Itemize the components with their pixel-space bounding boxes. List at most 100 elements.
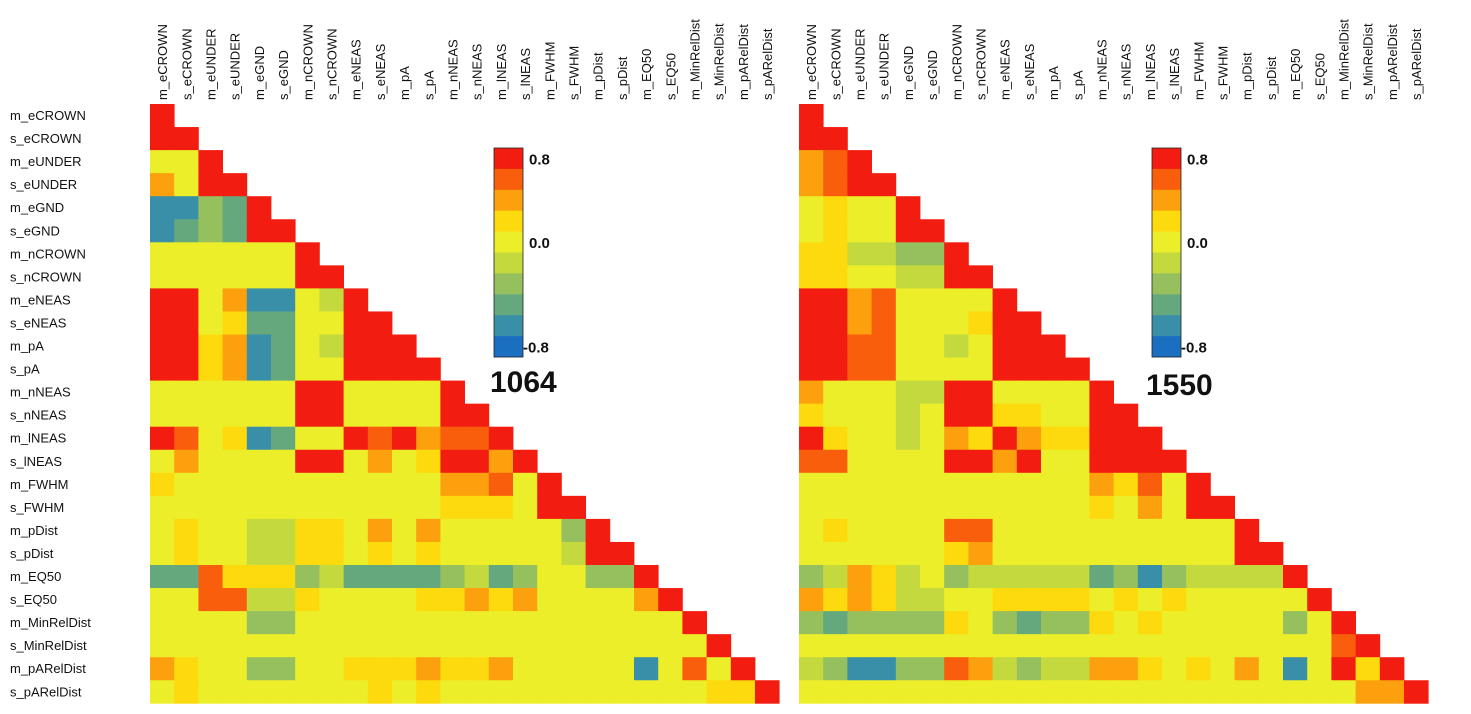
heatmap-cell <box>944 288 969 312</box>
heatmap-cell <box>367 403 393 428</box>
row-label: m_EQ50 <box>10 569 61 584</box>
heatmap-cell <box>920 472 945 497</box>
heatmap-cell <box>246 242 272 266</box>
heatmap-cell <box>847 196 872 220</box>
heatmap-cell <box>1331 680 1356 704</box>
heatmap-cell <box>246 311 272 335</box>
heatmap-cell <box>1065 357 1090 381</box>
heatmap-cell <box>150 495 175 520</box>
heatmap-cell <box>799 518 824 543</box>
heatmap-cell <box>150 634 175 658</box>
legend-tick-label: 0.8 <box>1187 151 1208 168</box>
heatmap-cell <box>537 472 562 497</box>
heatmap-cell <box>367 495 393 520</box>
legend-swatch <box>1152 189 1181 211</box>
legend-swatch <box>494 294 523 316</box>
heatmap-cell <box>634 657 659 681</box>
heatmap-cell <box>1041 426 1066 451</box>
heatmap-cell <box>222 219 248 243</box>
heatmap-cell <box>944 265 969 289</box>
column-label: m_pARelDist <box>1385 24 1400 100</box>
row-label: s_EQ50 <box>10 592 57 607</box>
heatmap-cell <box>198 173 223 197</box>
legend-swatch <box>1152 168 1181 191</box>
heatmap-cell <box>488 449 514 474</box>
heatmap-cell <box>416 657 441 681</box>
column-label: s_eUNDER <box>228 33 243 100</box>
heatmap-cell <box>1089 680 1114 704</box>
heatmap-cell <box>895 403 921 428</box>
heatmap-cell <box>1016 403 1042 428</box>
heatmap-cell <box>198 426 223 451</box>
heatmap-cell <box>847 565 872 589</box>
heatmap-cell <box>222 357 248 381</box>
heatmap-cell <box>920 219 945 243</box>
heatmap-cell <box>295 265 320 289</box>
heatmap-cell <box>150 242 175 266</box>
heatmap-cell <box>392 403 417 428</box>
heatmap-cell <box>847 541 872 566</box>
legend-tick-label: -0.8 <box>523 340 549 357</box>
heatmap-cell <box>706 680 732 704</box>
heatmap-cell <box>174 611 199 635</box>
heatmap-cell <box>392 357 417 381</box>
heatmap-cell <box>198 403 223 428</box>
heatmap-cell <box>198 357 223 381</box>
heatmap-cell <box>174 334 199 358</box>
heatmap-cell <box>944 426 969 451</box>
heatmap-cells-1064 <box>150 104 780 704</box>
heatmap-cell <box>871 334 897 358</box>
heatmap-cell <box>1016 518 1042 543</box>
heatmap-cell <box>271 380 296 405</box>
heatmap-cell <box>944 334 969 358</box>
heatmap-cell <box>1065 588 1090 612</box>
legend-swatch <box>1152 273 1181 295</box>
heatmap-cell <box>944 357 969 381</box>
heatmap-cell <box>222 495 248 520</box>
heatmap-cell <box>871 634 897 658</box>
row-label: s_eGND <box>10 223 60 238</box>
heatmap-cell <box>1234 588 1260 612</box>
heatmap-cell <box>392 380 417 405</box>
heatmap-cell <box>1162 657 1187 681</box>
heatmap-cell <box>561 588 586 612</box>
heatmap-cell <box>799 219 824 243</box>
heatmap-cell <box>246 518 272 543</box>
heatmap-cell <box>1113 541 1139 566</box>
heatmap-cell <box>295 657 320 681</box>
heatmap-cell <box>609 611 635 635</box>
legend-swatch <box>1152 148 1181 170</box>
heatmap-cell <box>585 565 611 589</box>
heatmap-cell <box>1016 495 1042 520</box>
heatmap-cell <box>222 265 248 289</box>
heatmap-cell <box>222 611 248 635</box>
heatmap-cell <box>416 357 441 381</box>
heatmap-cell <box>367 357 393 381</box>
heatmap-cell <box>246 357 272 381</box>
heatmap-cell <box>198 565 223 589</box>
heatmap-cell <box>1041 634 1066 658</box>
heatmap-cell <box>198 196 223 220</box>
heatmap-cell <box>271 611 296 635</box>
heatmap-cell <box>968 541 993 566</box>
heatmap-cell <box>150 449 175 474</box>
heatmap-cell <box>416 565 441 589</box>
heatmap-cell <box>198 518 223 543</box>
heatmap-cell <box>799 565 824 589</box>
column-label: s_nNEAS <box>1119 43 1134 100</box>
heatmap-cell <box>920 242 945 266</box>
heatmap-cell <box>198 449 223 474</box>
heatmap-cell <box>799 288 824 312</box>
heatmap-cell <box>343 611 369 635</box>
heatmap-cell <box>1258 680 1284 704</box>
heatmap-cell <box>246 219 272 243</box>
heatmap-cell <box>1113 588 1139 612</box>
heatmap-cell <box>1089 565 1114 589</box>
heatmap-cell <box>367 541 393 566</box>
heatmap-cell <box>295 311 320 335</box>
heatmap-cell <box>992 311 1018 335</box>
heatmap-cell <box>343 357 369 381</box>
heatmap-cell <box>1210 565 1235 589</box>
heatmap-cell <box>295 449 320 474</box>
heatmap-cell <box>847 472 872 497</box>
